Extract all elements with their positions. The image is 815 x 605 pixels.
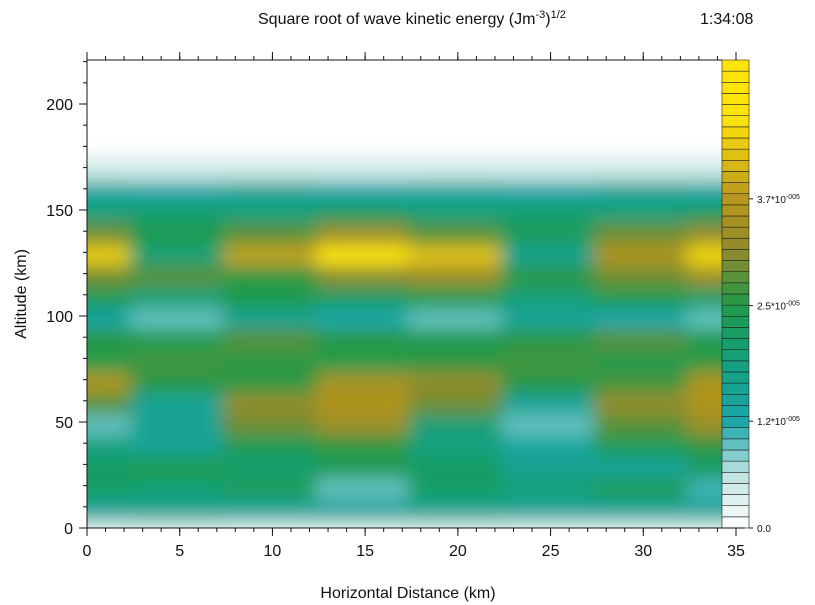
colorbar-tick-mantissa: 0.0 — [757, 524, 771, 535]
colorbar-band — [721, 81, 750, 94]
chart-title: Square root of wave kinetic energy (Jm-3… — [258, 9, 566, 28]
contour-cell — [87, 157, 137, 182]
colorbar-band — [721, 115, 750, 128]
title-superscript: -3 — [535, 9, 545, 21]
colorbar-band — [721, 249, 750, 261]
title-part: Square root of wave kinetic energy (Jm — [258, 11, 535, 28]
colorbar-band — [721, 237, 750, 250]
colorbar-tick-label: 2.5*10-005 — [757, 301, 800, 313]
colorbar-band — [721, 438, 750, 451]
colorbar-tick-label: 0.0 — [757, 524, 771, 535]
colorbar-band — [721, 505, 750, 518]
x-tick-label: 10 — [264, 543, 282, 560]
colorbar-tick-label: 1.2*10-005 — [757, 416, 800, 428]
y-axis-label: Altitude (km) — [13, 249, 30, 339]
x-axis-label: Horizontal Distance (km) — [320, 585, 495, 602]
contour-cell — [686, 157, 722, 182]
colorbar-tick-mantissa: 2.5*10 — [757, 302, 786, 313]
colorbar-band — [721, 159, 750, 172]
colorbar-band — [721, 59, 750, 72]
x-tick-label: 5 — [175, 543, 184, 560]
colorbar-band — [721, 471, 750, 484]
colorbar-band — [721, 516, 750, 529]
colorbar-band — [721, 126, 750, 139]
colorbar-band — [721, 494, 750, 507]
colorbar-band — [721, 416, 750, 429]
colorbar-band — [721, 148, 750, 161]
x-tick-label: 35 — [727, 543, 745, 560]
x-tick-label: 30 — [634, 543, 652, 560]
colorbar-band — [721, 393, 750, 406]
colorbar-band — [721, 349, 750, 362]
colorbar-band — [721, 293, 750, 306]
contour-cell — [408, 157, 508, 182]
colorbar-band — [721, 449, 750, 462]
colorbar-band — [721, 226, 750, 239]
colorbar-band — [721, 282, 750, 295]
colorbar-tick-mantissa: 3.7*10 — [757, 195, 786, 206]
colorbar-band — [721, 260, 750, 273]
colorbar-tick-exponent: -005 — [786, 416, 800, 423]
colorbar-band — [721, 382, 750, 395]
colorbar-tick-exponent: -005 — [786, 194, 800, 201]
colorbar-band — [721, 70, 750, 83]
title-superscript: 1/2 — [551, 9, 566, 21]
x-tick-label: 15 — [356, 543, 374, 560]
x-tick-label: 0 — [83, 543, 92, 560]
colorbar-tick-label: 3.7*10-005 — [757, 194, 800, 206]
x-tick-label: 25 — [542, 543, 560, 560]
contour-cell — [501, 157, 600, 182]
colorbar-band — [721, 315, 750, 328]
contour-cell — [315, 157, 415, 182]
y-tick-label: 100 — [46, 309, 73, 326]
contour-cell — [223, 157, 322, 182]
y-tick-label: 200 — [46, 97, 73, 114]
contour-field — [87, 157, 722, 528]
colorbar-band — [721, 460, 750, 473]
x-tick-label: 20 — [449, 543, 467, 560]
colorbar-band — [721, 271, 750, 284]
colorbar-band — [721, 360, 750, 373]
title-part: ) — [545, 11, 550, 28]
colorbar-band — [721, 215, 750, 228]
colorbar-band — [721, 137, 750, 150]
timestamp: 1:34:08 — [700, 11, 753, 28]
colorbar-band — [721, 193, 750, 206]
colorbar-tick-mantissa: 1.2*10 — [757, 417, 786, 428]
contour-layer — [87, 157, 722, 528]
colorbar-band — [721, 93, 750, 105]
colorbar-band — [721, 427, 750, 440]
colorbar-band — [721, 204, 750, 217]
contour-cell — [593, 157, 693, 182]
colorbar-band — [721, 371, 750, 384]
colorbar-band — [721, 104, 750, 117]
colorbar-band — [721, 182, 750, 195]
contour-cell — [130, 157, 230, 182]
y-tick-label: 50 — [55, 415, 73, 432]
colorbar-band — [721, 304, 750, 317]
colorbar-tick-exponent: -005 — [786, 301, 800, 308]
colorbar-band — [721, 338, 750, 351]
y-tick-label: 150 — [46, 203, 73, 220]
colorbar-band — [721, 483, 750, 495]
colorbar-band — [721, 405, 750, 417]
colorbar-band — [721, 171, 750, 183]
colorbar-band — [721, 327, 750, 339]
y-tick-label: 0 — [64, 521, 73, 538]
